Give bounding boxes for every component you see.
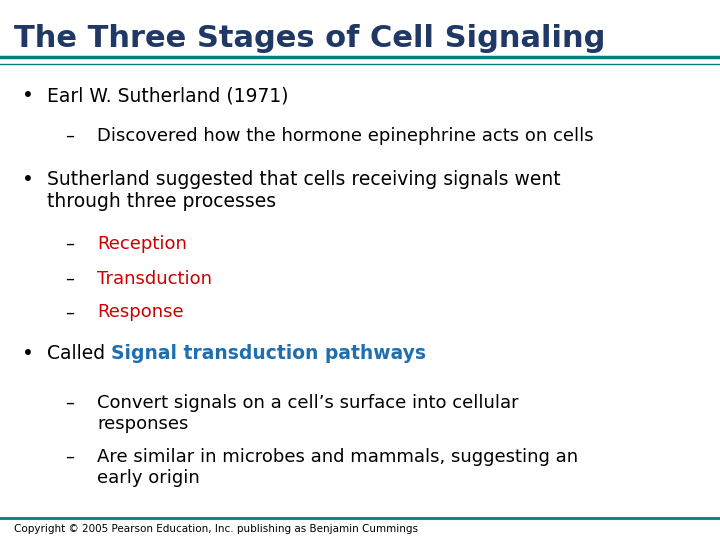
- Text: Response: Response: [97, 303, 184, 321]
- Text: Transduction: Transduction: [97, 270, 212, 288]
- Text: •: •: [22, 86, 33, 105]
- Text: –: –: [65, 270, 73, 288]
- Text: Sutherland suggested that cells receiving signals went
through three processes: Sutherland suggested that cells receivin…: [47, 170, 560, 211]
- Text: •: •: [22, 170, 33, 189]
- Text: Reception: Reception: [97, 235, 187, 253]
- Text: •: •: [22, 344, 33, 363]
- Text: The Three Stages of Cell Signaling: The Three Stages of Cell Signaling: [14, 24, 606, 53]
- Text: Signal transduction pathways: Signal transduction pathways: [111, 344, 426, 363]
- Text: Called: Called: [47, 344, 111, 363]
- Text: Are similar in microbes and mammals, suggesting an
early origin: Are similar in microbes and mammals, sug…: [97, 448, 578, 487]
- Text: Earl W. Sutherland (1971): Earl W. Sutherland (1971): [47, 86, 288, 105]
- Text: –: –: [65, 303, 73, 321]
- Text: –: –: [65, 235, 73, 253]
- Text: –: –: [65, 448, 73, 466]
- Text: Copyright © 2005 Pearson Education, Inc. publishing as Benjamin Cummings: Copyright © 2005 Pearson Education, Inc.…: [14, 524, 418, 534]
- Text: –: –: [65, 394, 73, 412]
- Text: –: –: [65, 127, 73, 145]
- Text: Convert signals on a cell’s surface into cellular
responses: Convert signals on a cell’s surface into…: [97, 394, 519, 433]
- Text: Discovered how the hormone epinephrine acts on cells: Discovered how the hormone epinephrine a…: [97, 127, 594, 145]
